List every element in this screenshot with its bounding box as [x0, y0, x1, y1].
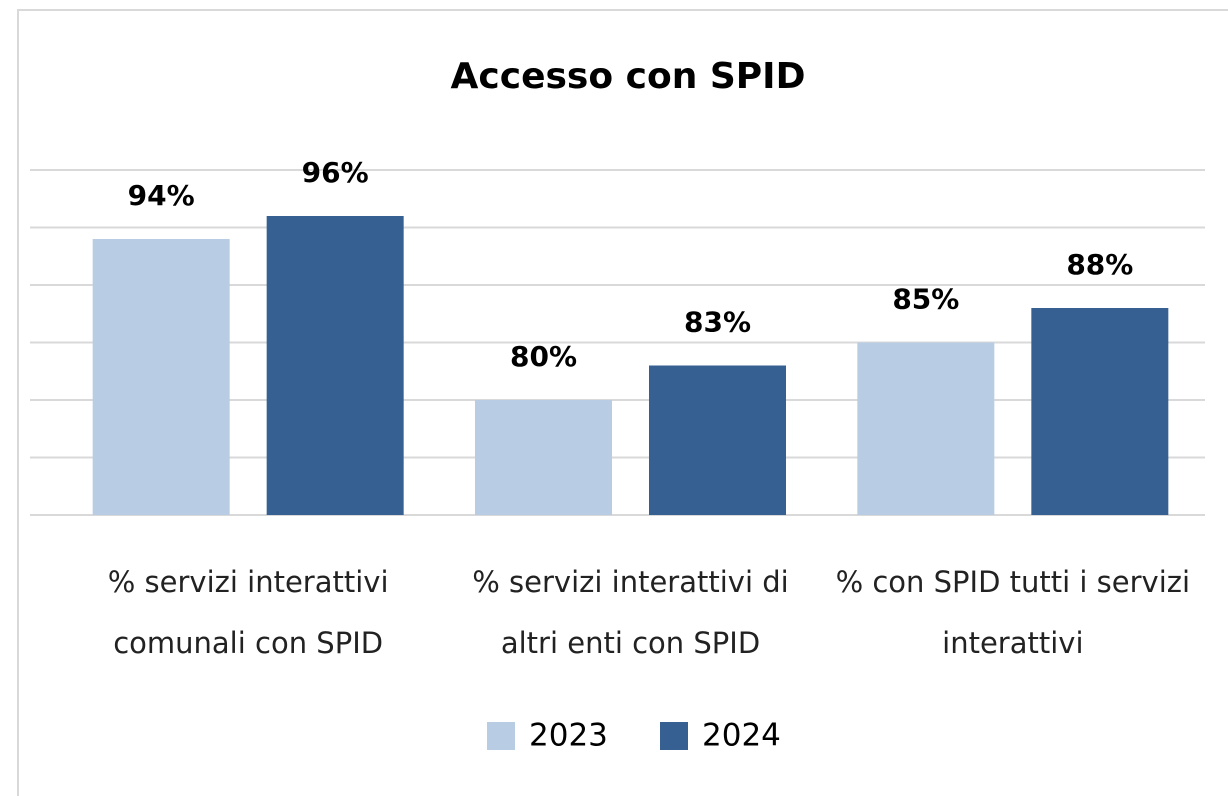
legend-label: 2024: [702, 718, 781, 754]
bar: [266, 216, 404, 515]
data-label: 94%: [128, 179, 195, 212]
legend-swatch: [487, 722, 515, 750]
data-label: 88%: [1066, 248, 1133, 281]
legend-label: 2023: [529, 718, 608, 754]
data-label: 83%: [684, 306, 751, 339]
x-tick-label: % con SPID tutti i servizi interattivi: [835, 565, 1191, 660]
x-tick-label: % servizi interattivi di altri enti con …: [472, 565, 789, 660]
bar: [475, 400, 612, 515]
data-label: 80%: [510, 340, 577, 373]
chart-title: Accesso con SPID: [451, 56, 806, 97]
bar: [857, 342, 995, 515]
bar: [92, 239, 230, 515]
bar: [649, 365, 786, 515]
bar: [1031, 308, 1169, 515]
legend-swatch: [660, 722, 688, 750]
data-label: 96%: [302, 156, 369, 189]
data-label: 85%: [892, 283, 959, 316]
x-tick-label: % servizi interattivi comunali con SPID: [107, 565, 389, 660]
